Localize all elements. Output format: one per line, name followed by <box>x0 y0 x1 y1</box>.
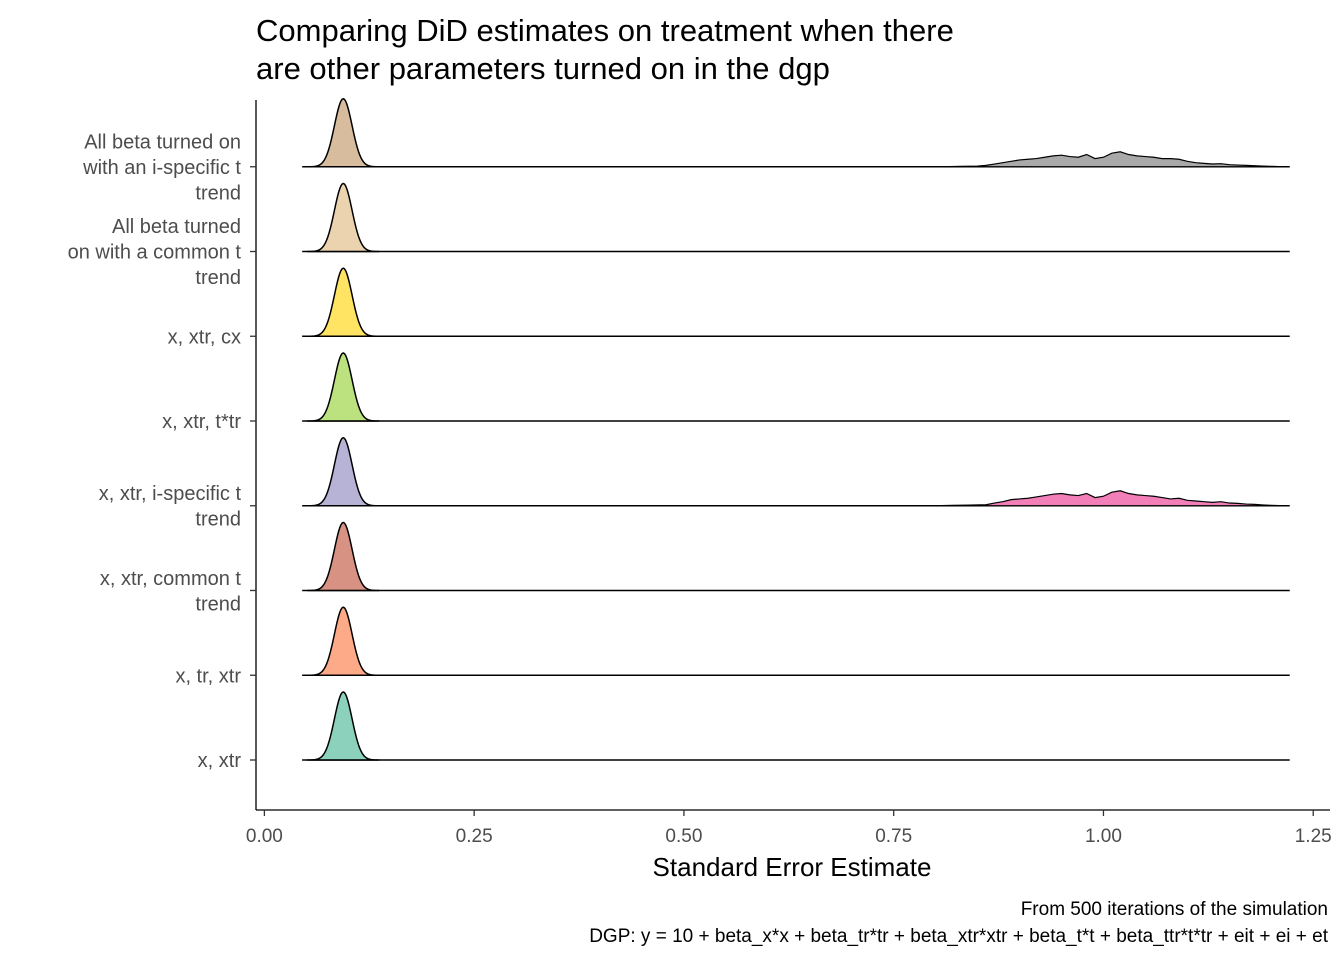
density-peak <box>307 182 380 253</box>
density-tail <box>944 151 1284 168</box>
y-tick-label: with an i-specific t <box>82 157 241 179</box>
y-tick-label: x, xtr, i-specific t <box>99 483 242 505</box>
ridge-series <box>302 182 1290 253</box>
x-tick-label: 0.00 <box>246 826 283 847</box>
y-tick-label: x, tr, xtr <box>175 665 241 687</box>
chart-title-line-2: are other parameters turned on in the dg… <box>256 51 830 86</box>
y-tick-label: All beta turned on <box>84 131 241 153</box>
caption-line-2: DGP: y = 10 + beta_x*x + beta_tr*tr + be… <box>589 926 1329 947</box>
x-tick-label: 1.00 <box>1085 826 1122 847</box>
density-peak <box>307 267 380 337</box>
ridge-series <box>302 606 1290 676</box>
ridge-series <box>302 97 1290 168</box>
x-tick-label: 0.50 <box>665 826 702 847</box>
x-tick-label: 0.75 <box>875 826 912 847</box>
y-tick-label: trend <box>195 593 241 615</box>
y-tick-label: trend <box>195 509 241 531</box>
chart-title-line-1: Comparing DiD estimates on treatment whe… <box>256 13 954 48</box>
density-peak <box>307 97 380 168</box>
ridge-series <box>302 267 1290 337</box>
y-tick-label: All beta turned <box>112 216 241 238</box>
x-axis-label: Standard Error Estimate <box>653 852 932 882</box>
y-tick-label: trend <box>195 182 241 204</box>
y-tick-label: x, xtr, t*tr <box>162 411 241 433</box>
y-tick-label: x, xtr <box>198 750 242 772</box>
ridge-series <box>302 352 1290 422</box>
density-tail <box>935 490 1284 507</box>
density-peak <box>307 521 380 592</box>
ridge-series <box>302 436 1290 507</box>
density-peak <box>307 606 380 676</box>
density-peak <box>307 436 380 507</box>
y-tick-label: x, xtr, common t <box>100 568 242 590</box>
y-tick-label: x, xtr, cx <box>168 326 241 348</box>
y-tick-label: on with a common t <box>68 242 242 264</box>
density-peak <box>307 691 380 761</box>
plot-area <box>302 97 1290 761</box>
y-tick-label: trend <box>195 267 241 289</box>
ridge-series <box>302 691 1290 761</box>
x-tick-label: 1.25 <box>1295 826 1332 847</box>
x-tick-label: 0.25 <box>456 826 493 847</box>
density-peak <box>307 352 380 422</box>
caption-line-1: From 500 iterations of the simulation <box>1021 899 1328 920</box>
x-axis-ticks: 0.00 0.25 0.50 0.75 1.00 1.25 <box>246 810 1332 847</box>
ridge-series <box>302 521 1290 592</box>
y-axis-ticks: x, xtr x, tr, xtr x, xtr, common t trend x, … <box>68 131 256 772</box>
